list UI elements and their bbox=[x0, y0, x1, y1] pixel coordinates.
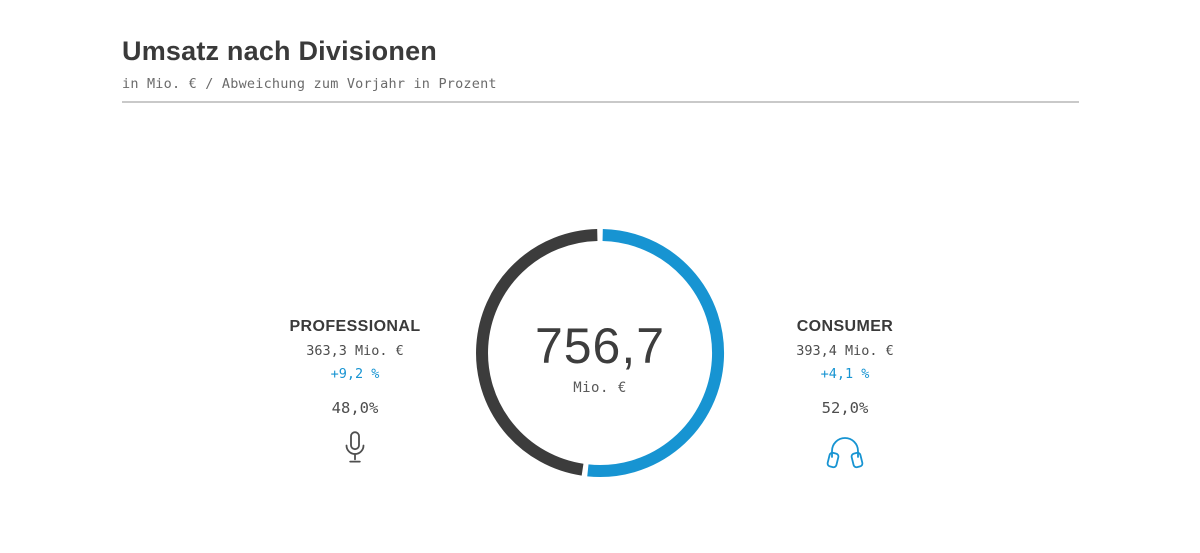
professional-icon-box bbox=[245, 430, 465, 474]
consumer-icon-box bbox=[735, 430, 955, 474]
consumer-revenue-value: 393,4 Mio. € bbox=[796, 343, 894, 359]
panel-consumer: CONSUMER 393,4 Mio. € +4,1 % 52,0% bbox=[735, 318, 955, 474]
donut-segment-professional bbox=[476, 229, 598, 476]
consumer-delta-vs-prior-year: +4,1 % bbox=[820, 366, 870, 382]
consumer-label: CONSUMER bbox=[796, 318, 894, 335]
header-divider bbox=[122, 101, 1079, 103]
page-subtitle: in Mio. € / Abweichung zum Vorjahr in Pr… bbox=[122, 76, 497, 92]
microphone-icon bbox=[345, 431, 365, 463]
headphones-icon bbox=[826, 437, 864, 469]
professional-revenue-value: 363,3 Mio. € bbox=[306, 343, 404, 359]
professional-label: PROFESSIONAL bbox=[289, 318, 421, 335]
donut-chart: 756,7 Mio. € bbox=[475, 228, 725, 478]
panel-professional: PROFESSIONAL 363,3 Mio. € +9,2 % 48,0% bbox=[245, 318, 465, 474]
consumer-share-percent: 52,0% bbox=[821, 399, 869, 417]
professional-delta-vs-prior-year: +9,2 % bbox=[330, 366, 380, 382]
donut-ring bbox=[476, 229, 725, 477]
header: Umsatz nach Divisionen in Mio. € / Abwei… bbox=[122, 36, 1079, 111]
professional-share-percent: 48,0% bbox=[331, 399, 379, 417]
donut-segment-consumer bbox=[587, 229, 725, 477]
page-title: Umsatz nach Divisionen bbox=[122, 36, 437, 66]
